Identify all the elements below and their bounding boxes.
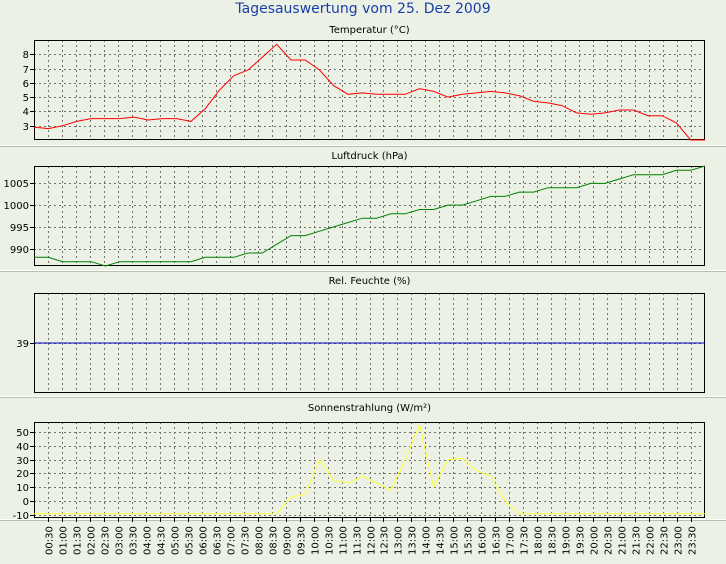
y-tick-label: 40 xyxy=(16,442,29,453)
x-tick-label: 08:30 xyxy=(269,526,280,555)
plot-area xyxy=(34,422,705,518)
x-tick-label: 16:30 xyxy=(492,526,503,555)
series-line xyxy=(33,43,705,141)
chart-title: Temperatur (°C) xyxy=(328,25,409,36)
plot-frame xyxy=(34,40,705,140)
y-tick-label: 10 xyxy=(16,483,29,494)
chart-title: Sonnenstrahlung (W/m²) xyxy=(308,403,431,414)
x-tick-label: 05:30 xyxy=(185,526,196,555)
series-line xyxy=(34,165,706,267)
y-tick-label: 1005 xyxy=(4,179,29,190)
x-tick-label: 23:00 xyxy=(674,526,685,555)
x-tick-label: 22:00 xyxy=(646,526,657,555)
x-tick-label: 19:30 xyxy=(576,526,587,555)
y-tick-label: 20 xyxy=(16,469,29,480)
y-tick-label: 0 xyxy=(23,497,29,508)
plot-frame xyxy=(34,422,705,518)
x-tick-label: 23:30 xyxy=(688,526,699,555)
x-tick-label: 12:30 xyxy=(380,526,391,555)
y-tick-label: 4 xyxy=(23,107,29,118)
x-tick-label: 01:00 xyxy=(59,526,70,555)
chart-title: Luftdruck (hPa) xyxy=(331,151,407,162)
x-tick-label: 20:30 xyxy=(604,526,615,555)
x-tick-label: 18:30 xyxy=(548,526,559,555)
y-tick-label: -10 xyxy=(13,511,29,522)
x-tick-label: 13:30 xyxy=(408,526,419,555)
x-tick-label: 00:30 xyxy=(45,526,56,555)
x-tick-label: 17:00 xyxy=(506,526,517,555)
y-tick-label: 8 xyxy=(23,50,29,61)
x-tick-label: 14:30 xyxy=(436,526,447,555)
x-tick-label: 06:00 xyxy=(199,526,210,555)
x-tick-label: 04:00 xyxy=(143,526,154,555)
series-line xyxy=(34,423,705,515)
x-tick-label: 10:00 xyxy=(311,526,322,555)
plot-frame xyxy=(34,166,705,266)
y-tick-label: 7 xyxy=(23,65,29,76)
x-tick-label: 13:00 xyxy=(394,526,405,555)
y-tick-label: 3 xyxy=(23,122,29,133)
x-tick-label: 04:30 xyxy=(157,526,168,555)
y-tick-label: 990 xyxy=(10,245,29,256)
x-tick-label: 14:00 xyxy=(422,526,433,555)
y-tick-label: 1000 xyxy=(4,201,29,212)
x-tick-label: 11:30 xyxy=(353,526,364,555)
x-tick-label: 02:00 xyxy=(87,526,98,555)
x-tick-label: 12:00 xyxy=(367,526,378,555)
x-tick-label: 20:00 xyxy=(590,526,601,555)
x-tick-label: 11:00 xyxy=(339,526,350,555)
y-tick-label: 30 xyxy=(16,456,29,467)
x-tick-label: 03:00 xyxy=(115,526,126,555)
x-tick-label: 03:30 xyxy=(129,526,140,555)
page-title: Tagesauswertung vom 25. Dez 2009 xyxy=(235,1,491,17)
y-tick-label: 995 xyxy=(10,223,29,234)
y-tick-label: 50 xyxy=(16,428,29,439)
y-tick-label: 5 xyxy=(23,93,29,104)
x-tick-label: 01:30 xyxy=(73,526,84,555)
x-tick-label: 08:00 xyxy=(255,526,266,555)
plot-area xyxy=(34,166,705,266)
x-tick-label: 07:30 xyxy=(241,526,252,555)
x-tick-label: 07:00 xyxy=(227,526,238,555)
x-tick-label: 16:00 xyxy=(478,526,489,555)
x-tick-label: 09:30 xyxy=(297,526,308,555)
x-tick-label: 02:30 xyxy=(101,526,112,555)
x-tick-label: 10:30 xyxy=(325,526,336,555)
x-tick-label: 06:30 xyxy=(213,526,224,555)
x-tick-label: 22:30 xyxy=(660,526,671,555)
x-tick-label: 17:30 xyxy=(520,526,531,555)
y-tick-label: 6 xyxy=(23,79,29,90)
x-tick-label: 15:00 xyxy=(450,526,461,555)
chart-title: Rel. Feuchte (%) xyxy=(329,276,411,287)
x-tick-label: 05:00 xyxy=(171,526,182,555)
x-tick-label: 18:00 xyxy=(534,526,545,555)
x-tick-label: 21:30 xyxy=(632,526,643,555)
x-tick-label: 15:30 xyxy=(464,526,475,555)
x-tick-label: 21:00 xyxy=(618,526,629,555)
x-tick-label: 09:00 xyxy=(283,526,294,555)
x-tick-label: 19:00 xyxy=(562,526,573,555)
y-tick-label: 39 xyxy=(16,339,29,350)
